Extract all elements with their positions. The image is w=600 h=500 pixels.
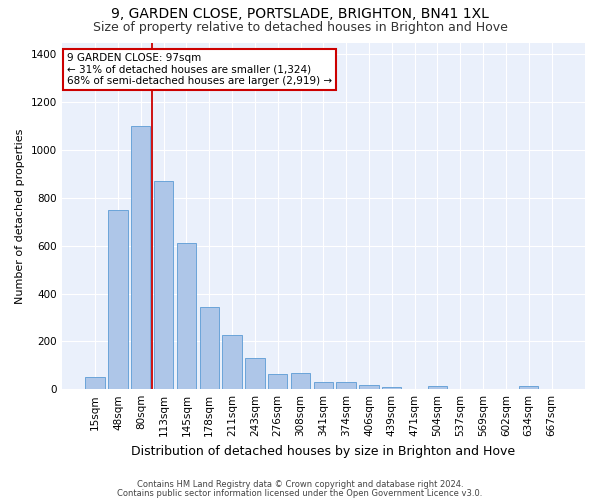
- Text: 9, GARDEN CLOSE, PORTSLADE, BRIGHTON, BN41 1XL: 9, GARDEN CLOSE, PORTSLADE, BRIGHTON, BN…: [111, 8, 489, 22]
- Bar: [382, 387, 401, 389]
- Bar: [245, 358, 265, 389]
- Bar: [131, 126, 151, 389]
- Bar: [85, 377, 105, 389]
- Bar: [337, 382, 356, 389]
- Bar: [291, 373, 310, 389]
- Bar: [200, 306, 219, 389]
- Bar: [223, 336, 242, 389]
- Text: Contains public sector information licensed under the Open Government Licence v3: Contains public sector information licen…: [118, 489, 482, 498]
- Bar: [314, 382, 333, 389]
- Bar: [268, 374, 287, 389]
- X-axis label: Distribution of detached houses by size in Brighton and Hove: Distribution of detached houses by size …: [131, 444, 515, 458]
- Bar: [154, 181, 173, 389]
- Bar: [359, 385, 379, 389]
- Text: Size of property relative to detached houses in Brighton and Hove: Size of property relative to detached ho…: [92, 21, 508, 34]
- Bar: [108, 210, 128, 389]
- Text: Contains HM Land Registry data © Crown copyright and database right 2024.: Contains HM Land Registry data © Crown c…: [137, 480, 463, 489]
- Bar: [177, 244, 196, 389]
- Y-axis label: Number of detached properties: Number of detached properties: [15, 128, 25, 304]
- Bar: [519, 386, 538, 389]
- Text: 9 GARDEN CLOSE: 97sqm
← 31% of detached houses are smaller (1,324)
68% of semi-d: 9 GARDEN CLOSE: 97sqm ← 31% of detached …: [67, 53, 332, 86]
- Bar: [428, 386, 447, 389]
